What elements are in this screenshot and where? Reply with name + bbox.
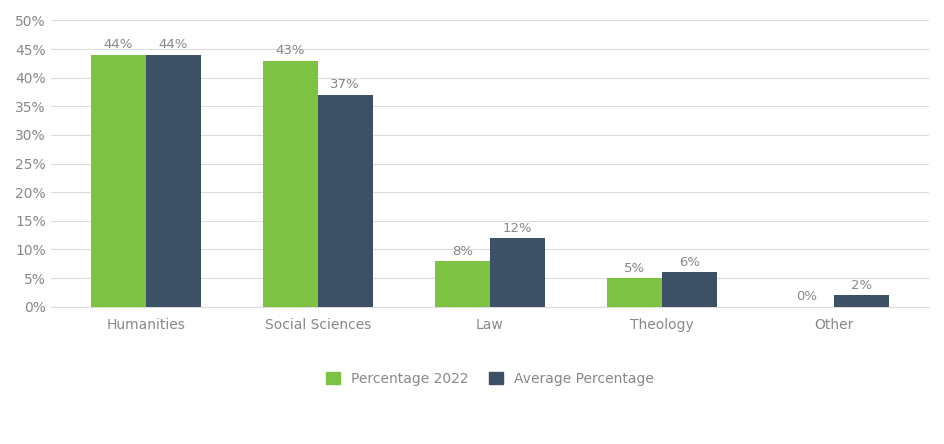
Text: 5%: 5% [624, 262, 645, 275]
Bar [435, 261, 490, 307]
Legend: Percentage 2022, Average Percentage: Percentage 2022, Average Percentage [326, 372, 654, 386]
Bar [262, 60, 318, 307]
Text: 12%: 12% [502, 222, 532, 234]
Text: 43%: 43% [276, 44, 305, 57]
Bar [91, 55, 145, 307]
Text: 6%: 6% [679, 256, 700, 269]
Bar [662, 272, 717, 307]
Bar [145, 55, 201, 307]
Text: 0%: 0% [796, 290, 817, 303]
Bar [834, 295, 889, 307]
Bar [607, 278, 662, 307]
Bar [318, 95, 373, 307]
Bar [490, 238, 545, 307]
Text: 44%: 44% [159, 39, 188, 52]
Text: 37%: 37% [330, 79, 360, 91]
Text: 44%: 44% [104, 39, 133, 52]
Text: 2%: 2% [851, 279, 872, 292]
Text: 8%: 8% [452, 245, 473, 258]
